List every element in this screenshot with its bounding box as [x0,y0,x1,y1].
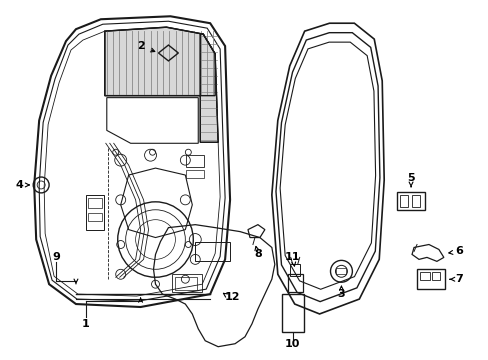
Bar [411,195,419,207]
Text: 3: 3 [337,289,345,299]
Bar [88,198,102,208]
Bar [399,195,407,207]
Bar [336,268,346,274]
Bar [88,213,102,221]
Text: 2: 2 [137,41,144,51]
Bar [287,274,302,292]
Text: 11: 11 [285,252,300,262]
Text: 6: 6 [454,247,462,256]
Text: 7: 7 [454,274,462,284]
Bar [416,269,444,289]
Bar [195,242,230,261]
Text: 5: 5 [407,173,414,183]
Bar [175,277,197,290]
Bar [396,192,424,210]
Bar [172,274,202,292]
Text: 12: 12 [224,292,239,302]
Bar [86,195,103,230]
Bar [419,272,429,280]
Polygon shape [200,34,218,142]
Bar [431,272,439,280]
Text: 10: 10 [285,339,300,349]
Bar [186,155,204,167]
Bar [186,170,204,178]
Text: 9: 9 [52,252,60,262]
Text: 8: 8 [254,249,261,260]
Polygon shape [104,27,215,96]
Text: 1: 1 [82,319,90,329]
Bar [281,294,303,332]
Text: 4: 4 [15,180,23,190]
Bar [289,264,299,276]
